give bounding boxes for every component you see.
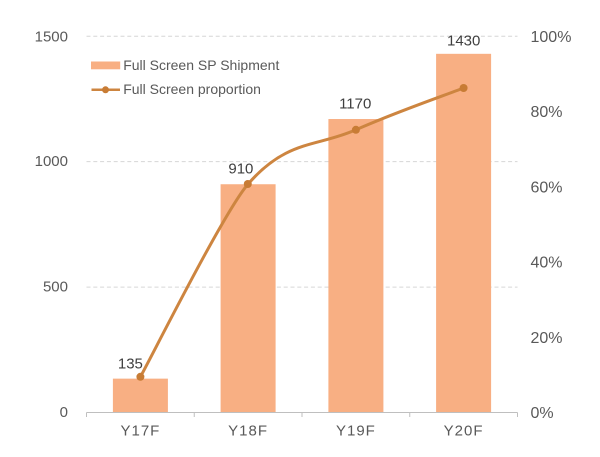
svg-text:135: 135 xyxy=(118,355,143,372)
svg-text:1170: 1170 xyxy=(339,95,371,112)
svg-text:80%: 80% xyxy=(531,104,563,121)
svg-text:Full Screen SP Shipment: Full Screen SP Shipment xyxy=(123,57,279,73)
svg-text:100%: 100% xyxy=(531,29,572,46)
svg-text:1430: 1430 xyxy=(447,32,480,49)
svg-text:0%: 0% xyxy=(531,405,554,422)
svg-text:1000: 1000 xyxy=(35,153,68,170)
svg-text:Y17F: Y17F xyxy=(120,423,160,440)
svg-text:20%: 20% xyxy=(531,330,563,347)
svg-text:40%: 40% xyxy=(531,255,563,272)
svg-text:60%: 60% xyxy=(531,179,563,196)
svg-text:Y20F: Y20F xyxy=(444,423,484,440)
svg-text:1500: 1500 xyxy=(35,28,68,45)
svg-text:Y18F: Y18F xyxy=(228,423,268,440)
svg-text:500: 500 xyxy=(43,279,68,296)
svg-text:910: 910 xyxy=(228,161,253,178)
svg-text:0: 0 xyxy=(60,404,68,421)
svg-text:Y19F: Y19F xyxy=(336,423,376,440)
svg-text:Full Screen proportion: Full Screen proportion xyxy=(123,81,261,97)
